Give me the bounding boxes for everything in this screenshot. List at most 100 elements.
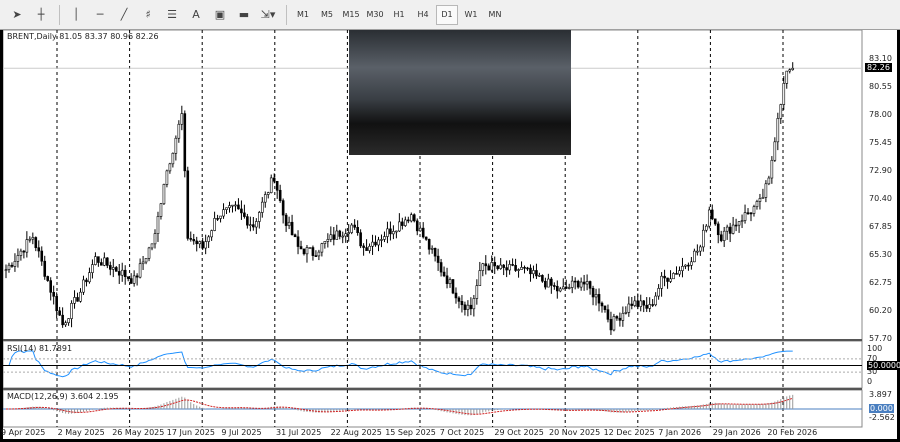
text-label-icon[interactable]: ▣ (214, 8, 226, 21)
crosshair-icon[interactable]: ┼ (37, 8, 45, 21)
candle-body (228, 205, 231, 209)
timeframe-h1[interactable]: H1 (393, 10, 405, 19)
candle-body (690, 261, 693, 266)
candle-body (40, 250, 44, 262)
candle-body (281, 200, 285, 216)
candle-body (675, 273, 678, 275)
macd-label: MACD(12,26,9) 3.604 2.195 (7, 392, 119, 401)
candle-body (234, 204, 237, 207)
candle-body (585, 281, 589, 285)
candle-body (290, 221, 294, 236)
candle-body (389, 228, 392, 235)
timeframe-h4[interactable]: H4 (417, 10, 429, 19)
candle-body (564, 286, 568, 289)
candle-body (457, 297, 461, 302)
candle-body (758, 198, 762, 202)
candle-body (606, 309, 610, 320)
date-tick: 2 May 2025 (57, 428, 105, 437)
candle-body (73, 297, 76, 304)
candle-body (362, 245, 365, 248)
candle-body (374, 241, 377, 246)
candle-body (579, 281, 583, 288)
date-tick: 7 Oct 2025 (439, 428, 485, 437)
candle-body (496, 265, 500, 269)
chart-canvas[interactable] (3, 30, 897, 439)
candle-body (305, 247, 309, 255)
candle-body (511, 264, 514, 266)
candle-body (64, 322, 67, 326)
arrows-icon[interactable]: ⇲▾ (260, 8, 276, 21)
candle-body (138, 263, 142, 278)
candle-body (252, 224, 255, 228)
timeframe-d1[interactable]: D1 (436, 4, 458, 25)
candle-body (243, 212, 246, 217)
macd-signal-line (5, 397, 793, 415)
candle-body (544, 280, 547, 288)
candle-body (406, 219, 410, 222)
candle-body (782, 83, 786, 105)
chart-area[interactable]: BRENT,Daily 81.05 83.37 80.96 82.26 RSI(… (1, 30, 900, 439)
vertical-line-icon[interactable]: │ (72, 8, 80, 21)
price-tick: 60.20 (869, 306, 892, 316)
candle-body (398, 221, 401, 232)
timeframe-m1[interactable]: M1 (297, 10, 309, 19)
candle-body (79, 291, 82, 302)
fibonacci-icon[interactable]: ♯ (145, 8, 151, 21)
candle-body (520, 267, 523, 270)
cursor-icon[interactable]: ➤ (12, 8, 22, 21)
candle-body (284, 214, 288, 226)
candle-body (448, 279, 452, 284)
candle-body (421, 227, 425, 238)
candle-body (216, 218, 219, 220)
candle-body (240, 208, 243, 214)
horizontal-line-icon[interactable]: ─ (96, 8, 104, 21)
candle-body (278, 189, 282, 201)
candle-body (550, 278, 553, 286)
candle-body (669, 278, 672, 282)
candle-body (91, 264, 94, 273)
candle-body (246, 216, 249, 226)
candle-body (135, 275, 139, 278)
fibo-levels-icon[interactable]: ☰ (167, 8, 177, 21)
candle-body (320, 243, 324, 253)
date-tick: 20 Feb 2026 (767, 428, 818, 437)
candle-body (356, 227, 359, 233)
trendline-icon[interactable]: ╱ (120, 8, 128, 21)
candle-body (70, 302, 73, 319)
candle-body (100, 262, 103, 266)
candle-body (439, 262, 443, 273)
candle-body (508, 264, 511, 271)
candle-body (269, 177, 273, 193)
timeframe-w1[interactable]: W1 (464, 10, 478, 19)
candle-body (710, 209, 714, 220)
candle-body (460, 301, 464, 306)
text-icon[interactable]: A (192, 8, 200, 21)
candle-body (132, 275, 136, 284)
candle-body (436, 255, 440, 263)
candle-body (731, 224, 735, 234)
candle-body (454, 292, 458, 299)
candle-body (693, 250, 696, 263)
candle-body (22, 250, 26, 253)
candle-body (347, 232, 351, 235)
candle-body (651, 304, 654, 306)
timeframe-m15[interactable]: M15 (342, 10, 360, 19)
candle-body (19, 250, 23, 256)
candle-body (469, 304, 473, 310)
candle-body (618, 317, 622, 321)
candle-body (180, 113, 184, 125)
candle-body (627, 303, 631, 313)
candle-body (463, 304, 467, 310)
candle-body (308, 247, 312, 249)
timeframe-mn[interactable]: MN (488, 10, 502, 19)
timeframe-m30[interactable]: M30 (366, 10, 384, 19)
candle-body (335, 230, 339, 240)
timeframe-m5[interactable]: M5 (321, 10, 333, 19)
candle-body (609, 319, 613, 331)
candle-body (28, 238, 32, 241)
candle-body (353, 224, 356, 228)
candle-body (645, 304, 649, 309)
candle-body (427, 239, 431, 250)
rectangle-icon[interactable]: ▬ (238, 8, 250, 21)
candle-body (174, 137, 178, 154)
